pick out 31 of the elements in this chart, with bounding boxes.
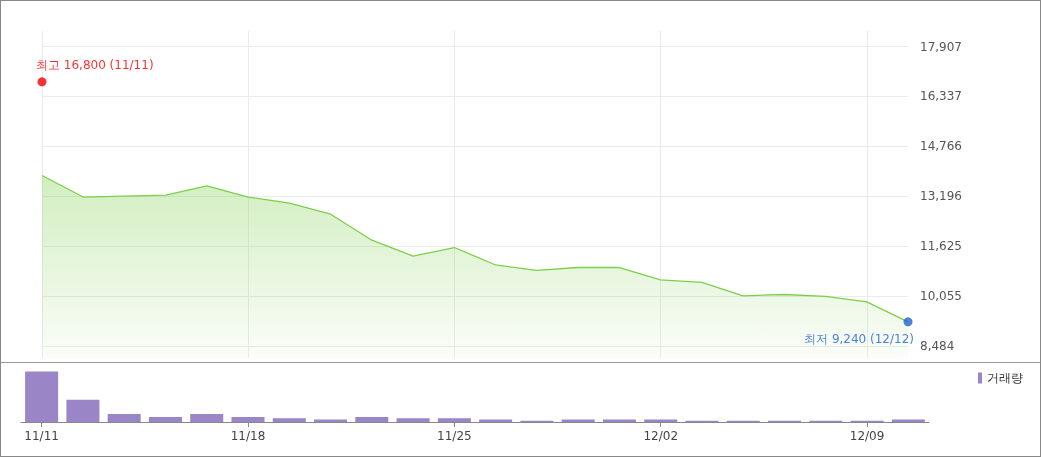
bar <box>314 419 348 422</box>
y-tick-label: 14,766 <box>920 139 962 154</box>
y-tick-label: 13,196 <box>920 189 962 204</box>
bar <box>396 418 430 422</box>
bar <box>190 413 224 422</box>
bar <box>437 418 471 422</box>
bar <box>231 416 265 422</box>
x-tick-label: 11/11 <box>24 429 59 443</box>
bar <box>25 371 59 422</box>
bar <box>644 419 678 422</box>
annotation: 최저 9,240 (12/12) <box>804 332 914 347</box>
x-tick-label: 11/25 <box>437 429 472 443</box>
bar <box>479 419 513 422</box>
bar <box>66 399 100 422</box>
bar <box>355 416 389 422</box>
bar <box>107 413 141 422</box>
bar <box>602 419 636 422</box>
y-tick-label: 11,625 <box>920 239 962 254</box>
bar <box>272 418 306 422</box>
bar <box>148 416 182 422</box>
y-tick-label: 8,484 <box>920 338 955 353</box>
bar <box>891 419 925 422</box>
y-tick-label: 10,055 <box>920 288 962 303</box>
y-tick-label: 17,907 <box>920 39 962 54</box>
x-tick-label: 12/02 <box>643 429 679 443</box>
x-tick-label: 11/18 <box>230 429 266 443</box>
x-tick-label: 12/09 <box>849 429 885 443</box>
annotation: 최고 16,800 (11/11) <box>36 57 154 72</box>
bar <box>561 419 595 422</box>
legend-label: 거래량 <box>987 371 1023 385</box>
y-tick-label: 16,337 <box>920 89 962 104</box>
